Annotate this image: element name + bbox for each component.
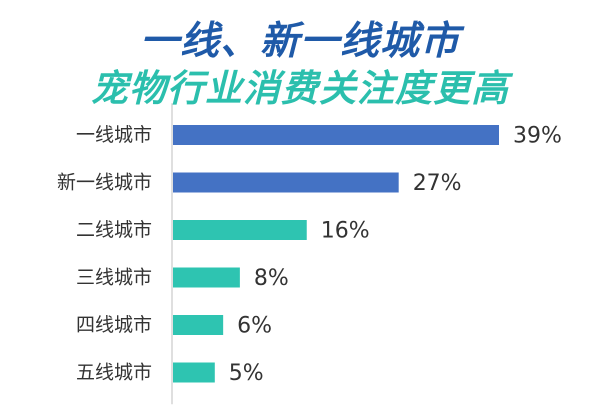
data-label: 5% bbox=[229, 361, 264, 386]
data-label: 27% bbox=[413, 171, 462, 196]
chart-title-line-2: 宠物行业消费关注度更高 bbox=[91, 67, 509, 110]
category-label: 一线城市 bbox=[76, 124, 152, 146]
category-label: 五线城市 bbox=[76, 362, 152, 384]
bar bbox=[173, 220, 307, 240]
category-label: 三线城市 bbox=[76, 267, 152, 289]
data-label: 16% bbox=[321, 219, 370, 244]
data-label: 8% bbox=[254, 266, 289, 291]
category-label: 二线城市 bbox=[76, 219, 152, 241]
category-label: 新一线城市 bbox=[57, 172, 152, 194]
bar bbox=[173, 267, 240, 288]
bar bbox=[173, 315, 224, 335]
bar bbox=[173, 125, 499, 145]
data-label: 6% bbox=[237, 314, 272, 339]
category-label: 四线城市 bbox=[76, 314, 152, 336]
chart-title-line-1: 一线、新一线城市 bbox=[139, 19, 460, 64]
bar bbox=[173, 362, 215, 383]
data-label: 39% bbox=[513, 124, 562, 149]
bar bbox=[173, 172, 399, 193]
